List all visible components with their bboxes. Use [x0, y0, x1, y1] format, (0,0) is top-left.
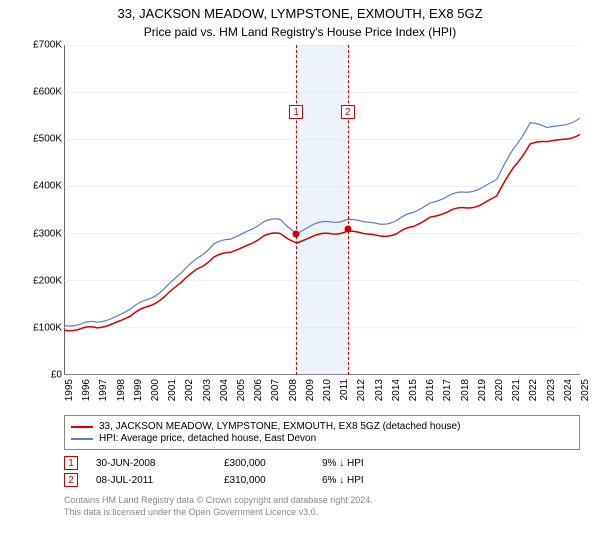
x-tick-label: 1998 [116, 379, 127, 401]
x-tick-label: 2001 [167, 379, 178, 401]
y-tick-label: £200K [33, 275, 62, 286]
x-tick-label: 2011 [339, 379, 350, 401]
x-tick-label: 1996 [81, 379, 92, 401]
x-tick-label: 1995 [64, 379, 75, 401]
x-tick-label: 2013 [374, 379, 385, 401]
legend-swatch [71, 438, 93, 440]
chart-svg [64, 45, 580, 375]
sales-list: 1 30-JUN-2008 £300,000 9% ↓ HPI 2 08-JUL-2011… [0, 456, 600, 487]
sale-date: 08-JUL-2011 [96, 475, 206, 486]
x-tick-label: 2017 [442, 379, 453, 401]
x-tick-label: 2016 [425, 379, 436, 401]
x-tick-label: 1997 [98, 379, 109, 401]
x-tick-label: 2002 [184, 379, 195, 401]
x-tick-label: 2012 [356, 379, 367, 401]
page-title: 33, JACKSON MEADOW, LYMPSTONE, EXMOUTH, … [0, 0, 600, 21]
y-tick-label: £500K [33, 134, 62, 145]
sale-vline [296, 45, 297, 375]
sale-vline [348, 45, 349, 375]
x-tick-label: 2023 [546, 379, 557, 401]
x-tick-label: 2008 [288, 379, 299, 401]
sale-delta: 6% ↓ HPI [322, 475, 364, 486]
sale-price: £310,000 [224, 475, 304, 486]
x-tick-label: 2019 [477, 379, 488, 401]
y-tick-label: £100K [33, 322, 62, 333]
y-tick-label: £0 [51, 370, 62, 381]
x-tick-label: 2020 [494, 379, 505, 401]
footnote: Contains HM Land Registry data © Crown c… [64, 495, 580, 518]
sale-point [293, 230, 300, 237]
x-tick-label: 2025 [580, 379, 591, 401]
x-tick-label: 2018 [460, 379, 471, 401]
sale-delta: 9% ↓ HPI [322, 458, 364, 469]
y-axis: £0£100K£200K£300K£400K£500K£600K£700K [20, 45, 64, 375]
x-tick-label: 2009 [305, 379, 316, 401]
x-tick-label: 2006 [253, 379, 264, 401]
legend-item: 33, JACKSON MEADOW, LYMPSTONE, EXMOUTH, … [71, 421, 573, 432]
x-axis: 1995 1996 1997 1998 1999 2000 2001 2002 2003 2004… [64, 375, 580, 415]
footnote-line-1: Contains HM Land Registry data © Crown c… [64, 495, 373, 505]
x-tick-label: 2014 [391, 379, 402, 401]
legend-label: 33, JACKSON MEADOW, LYMPSTONE, EXMOUTH, … [99, 421, 460, 432]
x-tick-label: 2022 [528, 379, 539, 401]
chart-area: £0£100K£200K£300K£400K£500K£600K£700K 12… [20, 45, 580, 415]
sale-point [344, 225, 351, 232]
page-subtitle: Price paid vs. HM Land Registry's House … [0, 21, 600, 45]
sale-marker-box: 1 [289, 105, 303, 119]
legend-item: HPI: Average price, detached house, East… [71, 433, 573, 444]
sale-marker: 1 [64, 456, 78, 470]
x-tick-label: 2004 [219, 379, 230, 401]
sale-date: 30-JUN-2008 [96, 458, 206, 469]
legend: 33, JACKSON MEADOW, LYMPSTONE, EXMOUTH, … [64, 415, 580, 450]
x-tick-label: 2000 [150, 379, 161, 401]
x-tick-label: 1999 [133, 379, 144, 401]
x-tick-label: 2005 [236, 379, 247, 401]
x-tick-label: 2007 [270, 379, 281, 401]
sale-row: 1 30-JUN-2008 £300,000 9% ↓ HPI [64, 456, 580, 470]
plot-area: 12 [64, 45, 580, 375]
y-tick-label: £300K [33, 228, 62, 239]
sale-marker-box: 2 [341, 105, 355, 119]
sale-row: 2 08-JUL-2011 £310,000 6% ↓ HPI [64, 473, 580, 487]
y-tick-label: £700K [33, 40, 62, 51]
x-tick-label: 2021 [511, 379, 522, 401]
x-tick-label: 2003 [202, 379, 213, 401]
sale-marker: 2 [64, 473, 78, 487]
series-hpi [64, 118, 580, 326]
x-tick-label: 2024 [563, 379, 574, 401]
legend-label: HPI: Average price, detached house, East… [99, 433, 316, 444]
legend-swatch [71, 426, 93, 428]
chart-container: 33, JACKSON MEADOW, LYMPSTONE, EXMOUTH, … [0, 0, 600, 560]
footnote-line-2: This data is licensed under the Open Gov… [64, 507, 318, 517]
y-tick-label: £400K [33, 181, 62, 192]
sale-price: £300,000 [224, 458, 304, 469]
x-tick-label: 2010 [322, 379, 333, 401]
x-tick-label: 2015 [408, 379, 419, 401]
y-tick-label: £600K [33, 87, 62, 98]
